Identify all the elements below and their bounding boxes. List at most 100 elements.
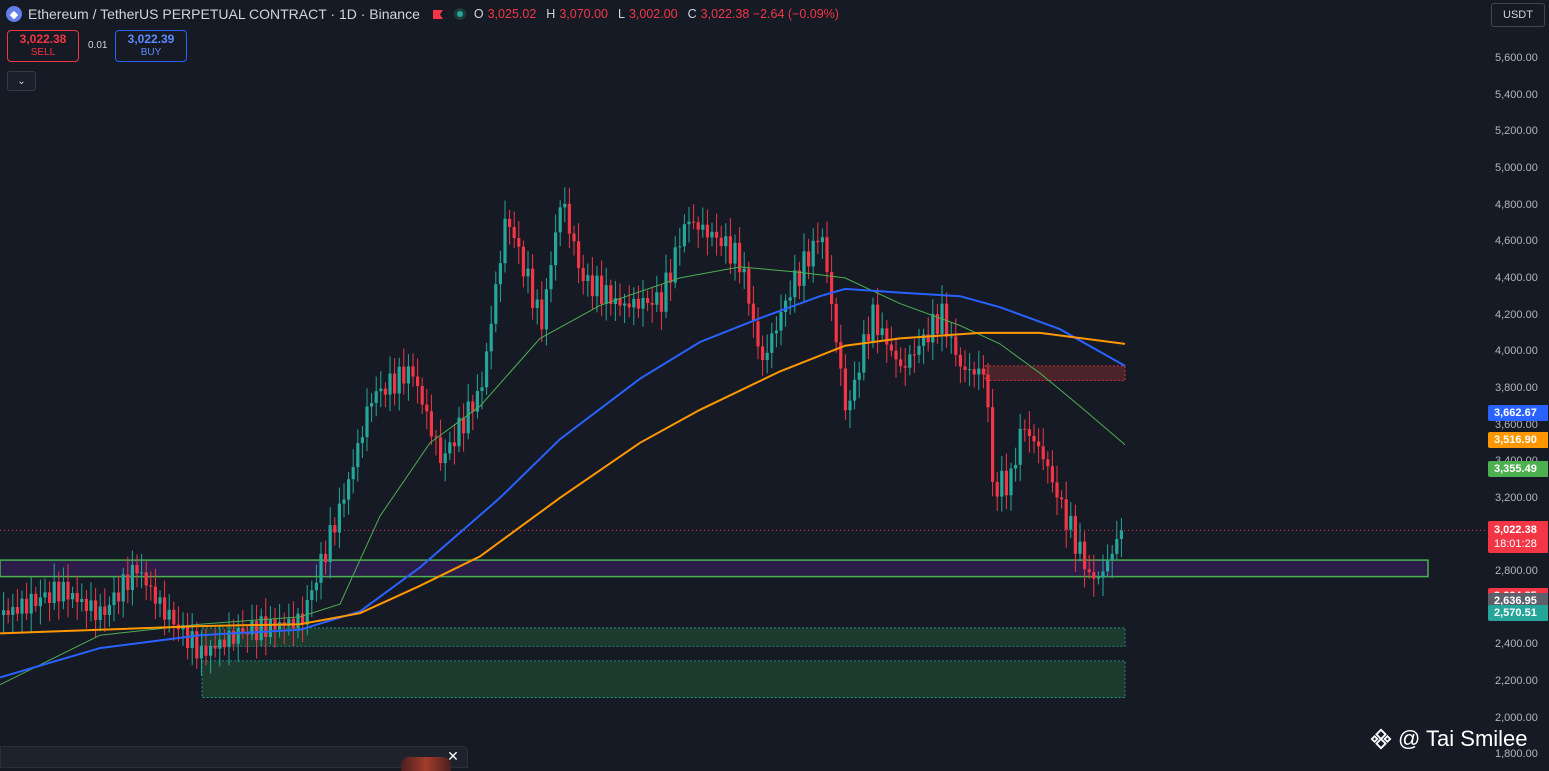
- candle-body: [1110, 553, 1114, 560]
- video-popup[interactable]: ✕: [0, 746, 468, 771]
- ohlc-high-key: H: [546, 7, 556, 21]
- candle-body: [61, 581, 65, 602]
- candle-body: [489, 323, 493, 352]
- candle-body: [908, 354, 912, 368]
- candle-body: [577, 241, 581, 269]
- candle-body: [452, 442, 456, 447]
- candle-body: [756, 321, 760, 347]
- candle-body: [287, 618, 291, 627]
- candle-body: [733, 242, 737, 264]
- candle-body: [839, 342, 843, 369]
- candle-body: [209, 645, 213, 656]
- axis-tick-label: 4,400.00: [1495, 271, 1538, 284]
- candle-body: [117, 592, 121, 602]
- sell-button[interactable]: 3,022.38 SELL: [7, 30, 79, 62]
- candle-body: [521, 246, 525, 277]
- candle-body: [475, 391, 479, 412]
- candle-body: [710, 231, 714, 238]
- candle-body: [255, 621, 259, 641]
- candle-body: [811, 240, 815, 267]
- candle-body: [232, 630, 236, 644]
- candle-body: [370, 403, 374, 407]
- candle-body: [218, 639, 222, 649]
- candle-body: [190, 631, 194, 649]
- buy-price: 3,022.39: [127, 32, 175, 46]
- candle-body: [227, 630, 231, 648]
- candle-body: [761, 346, 765, 361]
- candle-body: [728, 236, 732, 264]
- candle-body: [866, 334, 870, 341]
- candle-body: [613, 298, 617, 304]
- axis-tick-label: 5,600.00: [1495, 52, 1538, 64]
- candle-body: [738, 242, 742, 273]
- ohlc-high-value: 3,070.00: [559, 7, 608, 21]
- candle-body: [333, 525, 337, 533]
- candle-body: [664, 272, 668, 312]
- candle-body: [604, 285, 608, 304]
- candle-body: [632, 298, 636, 308]
- candle-body: [425, 404, 429, 412]
- close-icon[interactable]: ✕: [447, 748, 459, 764]
- price-tag: 2,570.51: [1488, 605, 1548, 622]
- candle-body: [48, 592, 52, 603]
- candle-body: [264, 616, 268, 638]
- candle-body: [825, 237, 829, 272]
- symbol-title[interactable]: Ethereum / TetherUS PERPETUAL CONTRACT ·…: [28, 6, 420, 22]
- candle-body: [498, 263, 502, 285]
- candle-body: [250, 621, 254, 635]
- candle-body: [991, 407, 995, 482]
- candle-body: [797, 270, 801, 286]
- candle-body: [360, 437, 364, 444]
- candle-body: [1092, 572, 1096, 579]
- candle-body: [609, 285, 613, 304]
- buy-button[interactable]: 3,022.39 BUY: [115, 30, 187, 62]
- candle-body: [512, 226, 516, 239]
- candle-body: [1055, 482, 1059, 498]
- axis-tick-label: 2,000.00: [1495, 711, 1538, 724]
- candle-body: [167, 609, 171, 620]
- candle-body: [107, 605, 111, 616]
- candle-body: [71, 593, 75, 600]
- candle-body: [526, 268, 530, 277]
- candle-body: [1083, 541, 1087, 570]
- candle-body: [2, 610, 6, 616]
- candle-body: [977, 368, 981, 375]
- candle-body: [34, 593, 38, 607]
- candle-body: [540, 299, 544, 330]
- price-tag: 2,636.95: [1488, 592, 1548, 609]
- candle-body: [696, 222, 700, 230]
- ohlc-open-key: O: [473, 7, 484, 21]
- candle-body: [383, 388, 387, 395]
- candle-body: [834, 303, 838, 343]
- candle-body: [843, 368, 847, 411]
- ohlc-values: O 3,025.02 H 3,070.00 L 3,002.00 C 3,022.38 …: [474, 7, 845, 21]
- candle-body: [135, 564, 139, 574]
- candle-body: [784, 300, 788, 313]
- candle-body: [457, 417, 461, 447]
- candle-body: [103, 606, 107, 616]
- buy-label: BUY: [140, 47, 162, 58]
- candle-body: [443, 453, 447, 464]
- candle-body: [462, 417, 466, 434]
- collapse-legend-button[interactable]: ⌄: [7, 71, 36, 91]
- currency-selector[interactable]: USDT: [1491, 3, 1545, 27]
- candle-body: [268, 619, 272, 638]
- flag-icon[interactable]: [432, 9, 444, 20]
- candle-body: [1106, 559, 1110, 572]
- axis-tick-label: 4,000.00: [1495, 345, 1538, 358]
- candle-body: [1009, 468, 1013, 496]
- candle-body: [816, 240, 820, 243]
- candle-body: [328, 525, 332, 563]
- price-tag: 3,516.90: [1488, 431, 1548, 448]
- candle-body: [1041, 446, 1045, 460]
- candle-body: [259, 616, 263, 641]
- price-tag: 3,355.49: [1488, 461, 1548, 478]
- candle-body: [701, 224, 705, 230]
- candle-body: [972, 369, 976, 375]
- axis-tick-label: 2,200.00: [1495, 675, 1538, 688]
- candle-body: [15, 607, 19, 614]
- candle-body: [544, 289, 548, 330]
- candle-body: [673, 247, 677, 283]
- ohlc-open-value: 3,025.02: [487, 7, 537, 21]
